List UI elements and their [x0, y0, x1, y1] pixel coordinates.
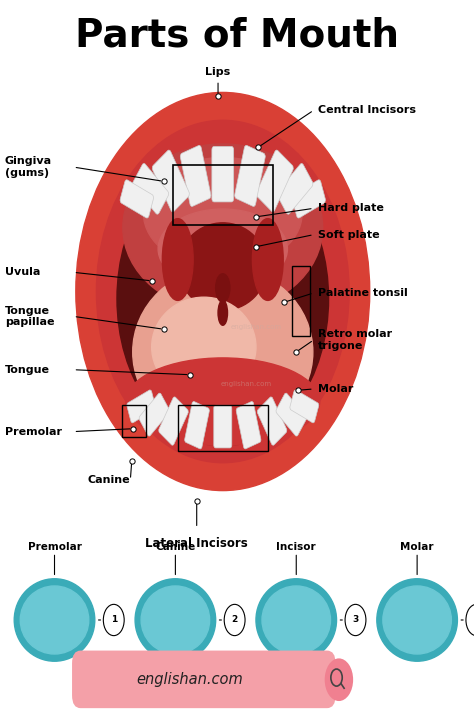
Text: Incisor: Incisor: [276, 542, 316, 552]
Text: englishan.com: englishan.com: [230, 324, 282, 330]
FancyBboxPatch shape: [292, 180, 326, 218]
Text: 2: 2: [231, 616, 238, 624]
FancyBboxPatch shape: [120, 180, 154, 218]
Ellipse shape: [158, 209, 287, 289]
Ellipse shape: [179, 223, 267, 311]
FancyBboxPatch shape: [290, 390, 319, 423]
Ellipse shape: [123, 144, 323, 311]
Text: englishan.com: englishan.com: [136, 672, 243, 688]
Ellipse shape: [14, 579, 95, 661]
FancyBboxPatch shape: [159, 397, 188, 445]
FancyBboxPatch shape: [185, 402, 210, 449]
FancyBboxPatch shape: [212, 146, 234, 202]
FancyBboxPatch shape: [180, 146, 211, 206]
Bar: [122, 405, 146, 437]
Text: Molar: Molar: [318, 384, 353, 394]
Bar: [178, 405, 268, 451]
Text: Canine: Canine: [155, 542, 195, 552]
Ellipse shape: [216, 274, 230, 302]
FancyBboxPatch shape: [139, 393, 170, 437]
Text: englishan.com: englishan.com: [221, 381, 272, 387]
Circle shape: [466, 604, 474, 636]
Ellipse shape: [218, 300, 228, 326]
Ellipse shape: [256, 579, 337, 661]
Circle shape: [325, 658, 353, 701]
Ellipse shape: [144, 158, 302, 269]
Text: Premolar: Premolar: [27, 542, 82, 552]
Text: Lips: Lips: [205, 67, 231, 77]
Text: Molar: Molar: [401, 542, 434, 552]
FancyBboxPatch shape: [72, 651, 336, 708]
Ellipse shape: [162, 219, 193, 300]
Text: Soft plate: Soft plate: [318, 230, 379, 240]
FancyBboxPatch shape: [276, 393, 307, 437]
Bar: [292, 266, 310, 336]
Ellipse shape: [383, 586, 451, 654]
Text: Retro molar
trigone: Retro molar trigone: [318, 329, 392, 351]
Ellipse shape: [262, 586, 330, 654]
Circle shape: [345, 604, 366, 636]
FancyBboxPatch shape: [257, 397, 287, 445]
Circle shape: [224, 604, 245, 636]
Ellipse shape: [377, 579, 457, 661]
Ellipse shape: [76, 92, 370, 491]
FancyBboxPatch shape: [256, 150, 293, 212]
FancyBboxPatch shape: [133, 164, 169, 214]
Text: Lateral Incisors: Lateral Incisors: [146, 537, 248, 550]
FancyBboxPatch shape: [277, 164, 313, 214]
Text: Uvula: Uvula: [5, 267, 40, 277]
Text: Palatine tonsil: Palatine tonsil: [318, 288, 407, 298]
Text: Premolar: Premolar: [5, 427, 62, 437]
Ellipse shape: [117, 151, 328, 446]
Ellipse shape: [141, 586, 210, 654]
FancyBboxPatch shape: [152, 150, 190, 212]
FancyBboxPatch shape: [214, 405, 232, 448]
Ellipse shape: [96, 120, 349, 463]
FancyBboxPatch shape: [236, 402, 261, 449]
Ellipse shape: [126, 358, 320, 446]
Text: Parts of Mouth: Parts of Mouth: [75, 16, 399, 55]
Text: Central Incisors: Central Incisors: [318, 105, 416, 115]
Text: Gingiva
(gums): Gingiva (gums): [5, 156, 52, 178]
Circle shape: [103, 604, 124, 636]
Ellipse shape: [252, 219, 283, 300]
Bar: [173, 165, 273, 225]
Ellipse shape: [20, 586, 89, 654]
Ellipse shape: [135, 579, 216, 661]
Ellipse shape: [152, 297, 256, 397]
Text: 1: 1: [110, 616, 117, 624]
Text: Tongue
papillae: Tongue papillae: [5, 306, 54, 327]
Text: Tongue: Tongue: [5, 365, 50, 375]
FancyBboxPatch shape: [235, 146, 265, 206]
Text: Hard plate: Hard plate: [318, 203, 383, 213]
Text: 4: 4: [473, 616, 474, 624]
FancyBboxPatch shape: [127, 390, 155, 423]
Text: 3: 3: [352, 616, 359, 624]
Ellipse shape: [133, 267, 313, 437]
Text: Canine: Canine: [88, 475, 130, 485]
